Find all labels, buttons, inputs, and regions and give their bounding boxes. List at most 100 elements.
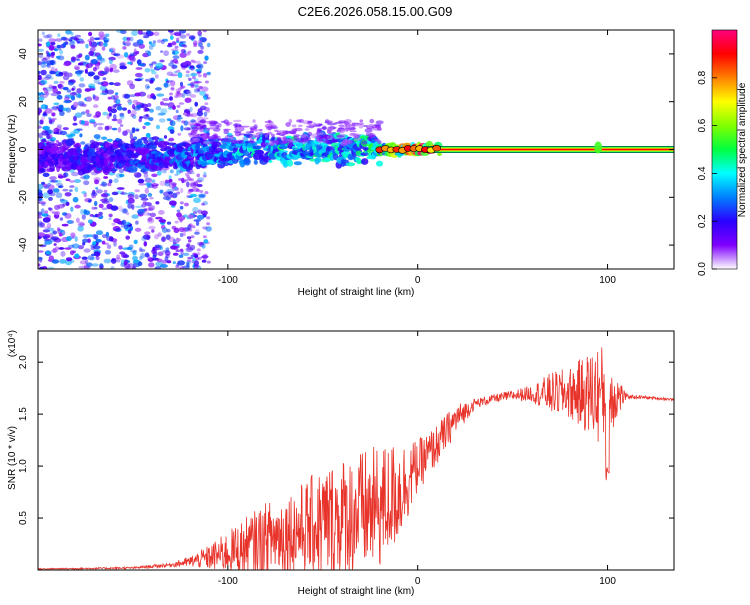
snr-axes: -100 0 100 0.5 1.0 1.5 2.0	[18, 331, 674, 587]
heatmap-noise-blob	[108, 58, 113, 65]
heatmap-noise-blob	[142, 136, 148, 140]
heatmap-noise-blob	[151, 179, 156, 183]
heatmap-noise-blob	[178, 254, 184, 258]
heatmap-halo-blob	[326, 135, 335, 140]
heatmap-noise-blob	[44, 108, 53, 114]
heatmap-noise-blob	[149, 63, 154, 66]
heatmap-noise-blob	[38, 232, 45, 237]
heatmap-noise-blob	[38, 43, 42, 47]
heatmap-noise-blob	[70, 56, 77, 62]
heatmap-halo-blob	[241, 137, 249, 141]
heatmap-noise-blob	[134, 189, 140, 193]
heatmap-noise-blob	[87, 219, 94, 224]
heatmap-noise-blob	[146, 94, 152, 99]
heatmap-noise-blob	[201, 38, 206, 43]
heatmap-noise-blob	[176, 104, 181, 108]
heatmap-ridge-blob	[111, 168, 118, 172]
heatmap-noise-blob	[102, 111, 109, 116]
heatmap-noise-blob	[203, 253, 208, 257]
heatmap-noise-blob	[38, 183, 44, 190]
heatmap-halo-blob	[200, 125, 204, 130]
spectrogram-plot: -100 0 100 -40 -20 0 20 40 Height of straight l…	[7, 29, 675, 298]
heatmap-halo-blob	[235, 126, 245, 132]
heatmap-halo-blob	[367, 136, 372, 141]
heatmap-noise-blob	[177, 114, 182, 118]
heatmap-noise-blob	[42, 172, 50, 177]
heatmap-noise-blob	[91, 263, 99, 267]
colorbar-tick-label: 0.0	[697, 262, 708, 276]
heatmap-noise-blob	[38, 132, 43, 138]
heatmap-noise-blob	[179, 81, 184, 87]
heatmap-noise-blob	[110, 258, 117, 264]
heatmap-noise-blob	[112, 69, 120, 73]
heatmap-halo-blob	[282, 136, 287, 141]
heatmap-noise-blob	[204, 55, 209, 61]
heatmap-noise-blob	[104, 250, 112, 255]
heatmap-noise-blob	[197, 74, 202, 78]
heatmap-noise-blob	[163, 102, 169, 106]
heatmap-noise-blob	[53, 243, 57, 246]
heatmap-halo-blob	[373, 123, 382, 127]
heatmap-noise-blob	[149, 79, 154, 84]
heatmap-halo-blob	[328, 127, 334, 131]
heatmap-noise-blob	[67, 81, 74, 86]
colorbar: 0.0 0.2 0.4 0.6 0.8 Normalized spectral ampl…	[697, 29, 748, 276]
heatmap-noise-blob	[137, 261, 143, 267]
heatmap-noise-blob	[206, 71, 211, 76]
heatmap-noise-blob	[177, 260, 186, 266]
heatmap-noise-blob	[66, 236, 72, 242]
heatmap-noise-blob	[38, 211, 43, 216]
snr-plot: -100 0 100 0.5 1.0 1.5 2.0 Height of straight …	[7, 330, 675, 597]
heatmap-halo-blob	[275, 132, 280, 136]
heatmap-noise-blob	[122, 93, 129, 99]
heatmap-noise-blob	[151, 136, 160, 141]
heatmap-noise-blob	[145, 132, 151, 138]
heatmap-noise-blob	[120, 259, 125, 265]
heatmap-noise-blob	[76, 40, 80, 44]
heatmap-noise-blob	[159, 189, 164, 194]
heatmap-noise-blob	[185, 73, 190, 78]
heatmap-noise-blob	[193, 252, 198, 256]
heatmap-noise-blob	[96, 54, 103, 61]
heatmap-noise-blob	[140, 248, 146, 253]
heatmap-noise-blob	[93, 95, 100, 102]
heatmap-noise-blob	[74, 66, 80, 71]
heatmap-noise-blob	[143, 173, 149, 179]
heatmap-noise-blob	[127, 193, 135, 199]
colorbar-tick-label: 0.8	[697, 70, 708, 84]
heatmap-noise-blob	[58, 185, 64, 188]
heatmap-noise-blob	[179, 201, 184, 205]
heatmap-noise-blob	[108, 179, 113, 184]
heatmap-noise-blob	[52, 248, 57, 253]
heatmap-noise-blob	[97, 126, 103, 131]
heatmap-halo-blob	[291, 124, 297, 128]
heatmap-noise-blob	[111, 127, 118, 131]
heatmap-noise-blob	[101, 200, 110, 204]
heatmap-noise-blob	[160, 50, 164, 53]
heatmap-noise-blob	[172, 50, 176, 55]
heatmap-noise-blob	[63, 72, 68, 77]
x-tick-label: 0	[415, 576, 421, 587]
heatmap-noise-blob	[155, 62, 164, 69]
heatmap-noise-blob	[92, 94, 96, 100]
heatmap-halo-blob	[353, 137, 362, 141]
heatmap-halo-blob	[325, 120, 333, 123]
snr-frame	[37, 330, 675, 571]
heatmap-halo-blob	[296, 119, 302, 123]
heatmap-noise-blob	[87, 238, 91, 243]
heatmap-noise-blob	[196, 173, 200, 178]
heatmap-noise-blob	[86, 262, 93, 267]
heatmap-halo-blob	[220, 120, 226, 123]
heatmap-noise-blob	[202, 117, 209, 120]
heatmap-halo-blob	[364, 128, 373, 134]
heatmap-noise-blob	[95, 239, 102, 243]
heatmap-noise-blob	[123, 263, 131, 269]
heatmap-noise-blob	[166, 260, 172, 264]
heatmap-noise-blob	[196, 111, 204, 117]
heatmap-noise-blob	[196, 179, 203, 183]
heatmap-noise-blob	[159, 264, 168, 268]
heatmap-noise-blob	[139, 116, 144, 119]
heatmap-noise-blob	[203, 111, 208, 117]
heatmap-noise-blob	[134, 92, 141, 97]
